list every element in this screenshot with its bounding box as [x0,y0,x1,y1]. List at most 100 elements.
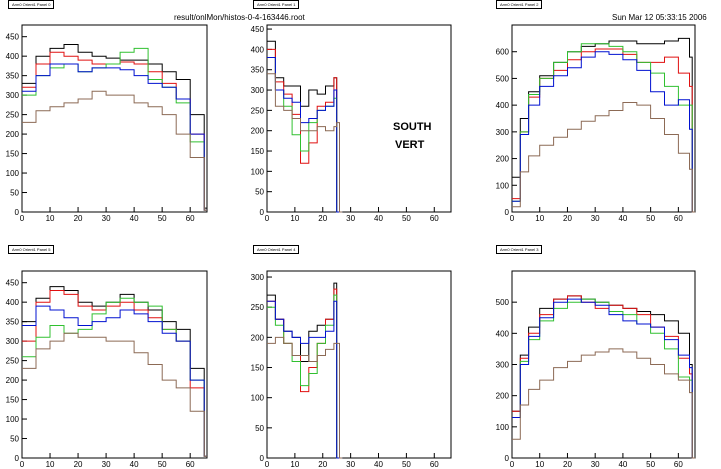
y-tick-label: 450 [6,33,20,42]
y-tick-label: 50 [10,189,19,198]
y-tick-label: 100 [6,169,20,178]
x-tick-label: 50 [158,460,167,469]
histogram-series-green [22,297,207,457]
histogram-series-brown [267,73,343,213]
y-tick-label: 250 [6,111,20,120]
x-tick-label: 20 [563,214,572,223]
y-tick-label: 400 [496,329,510,338]
x-tick-label: 60 [186,460,195,469]
vert-label: VERT [395,139,425,151]
histogram-series-blue [22,305,207,457]
histogram-series-brown [512,102,695,213]
y-tick-label: 450 [251,25,265,34]
x-tick-label: 0 [265,214,270,223]
y-tick-label: 300 [496,128,510,137]
x-tick-label: 0 [510,460,515,469]
plot-frame-2 [511,24,696,213]
histogram-series-red [22,290,207,457]
timestamp-label: Sun Mar 12 05:33:15 2006 [612,13,707,22]
y-tick-label: 0 [505,208,510,217]
x-tick-label: 30 [591,460,600,469]
x-tick-label: 0 [510,214,515,223]
y-tick-label: 150 [251,364,265,373]
x-tick-label: 40 [130,460,139,469]
panel-title-1: Arm0 Orient1 Panel 1 [253,0,300,9]
y-tick-label: 300 [6,91,20,100]
y-tick-label: 200 [496,392,510,401]
histogram-series-green [22,47,207,211]
y-tick-label: 500 [496,74,510,83]
y-tick-label: 50 [10,435,19,444]
plot-frame-4 [266,270,452,459]
x-tick-label: 10 [290,214,299,223]
y-tick-label: 300 [496,361,510,370]
x-tick-label: 60 [430,460,439,469]
x-tick-label: 30 [102,460,111,469]
y-tick-label: 400 [496,101,510,110]
y-tick-label: 0 [15,454,20,463]
y-tick-label: 200 [251,333,265,342]
x-tick-label: 0 [265,460,270,469]
y-tick-label: 250 [251,106,265,115]
x-tick-label: 60 [674,460,683,469]
y-tick-label: 0 [260,454,265,463]
histogram-series-brown [22,332,207,457]
x-tick-label: 40 [374,214,383,223]
histogram-series-blue [22,63,207,211]
y-tick-label: 400 [251,45,265,54]
y-tick-label: 0 [15,208,20,217]
y-tick-label: 100 [496,423,510,432]
x-tick-label: 60 [674,214,683,223]
y-tick-label: 300 [6,337,20,346]
south-label: SOUTH [393,121,432,133]
x-tick-label: 50 [158,214,167,223]
histogram-series-brown [512,348,695,459]
y-tick-label: 150 [6,396,20,405]
x-tick-label: 10 [46,214,55,223]
y-tick-label: 100 [6,415,20,424]
y-tick-label: 200 [251,127,265,136]
x-tick-label: 50 [402,214,411,223]
x-tick-label: 20 [74,214,83,223]
x-tick-label: 10 [46,460,55,469]
y-tick-label: 150 [251,147,265,156]
histogram-series-green [512,43,695,213]
panel-title-0: Arm0 Orient1 Panel 0 [8,0,55,9]
histogram-series-blue [512,298,695,459]
y-tick-label: 150 [6,150,20,159]
y-tick-label: 50 [255,424,264,433]
histogram-series-brown [267,336,343,459]
panel-title-4: Arm0 Orient1 Panel 4 [253,245,300,254]
histogram-series-black [22,286,207,457]
x-tick-label: 0 [20,460,25,469]
y-tick-label: 350 [6,318,20,327]
plot-frame-5 [511,270,696,459]
x-tick-label: 50 [402,460,411,469]
histogram-series-black [267,282,343,459]
panel-title-2: Arm0 Orient1 Panel 2 [496,0,543,9]
y-tick-label: 100 [496,181,510,190]
y-tick-label: 350 [251,66,265,75]
x-tick-label: 30 [346,214,355,223]
x-tick-label: 30 [102,214,111,223]
file-path-label: result/onlMon/histos-0-4-163446.root [174,13,305,22]
y-tick-label: 400 [6,52,20,61]
y-tick-label: 300 [251,273,265,282]
x-tick-label: 60 [186,214,195,223]
y-tick-label: 0 [505,454,510,463]
x-tick-label: 20 [563,460,572,469]
x-tick-label: 20 [74,460,83,469]
y-tick-label: 250 [6,357,20,366]
y-tick-label: 300 [251,86,265,95]
y-tick-label: 250 [251,303,265,312]
x-tick-label: 50 [646,214,655,223]
x-tick-label: 20 [318,460,327,469]
y-tick-label: 450 [6,279,20,288]
x-tick-label: 40 [618,460,627,469]
x-tick-label: 40 [618,214,627,223]
histogram-series-blue [512,51,695,213]
plot-frame-3 [21,270,208,459]
x-tick-label: 40 [130,214,139,223]
y-tick-label: 600 [496,48,510,57]
